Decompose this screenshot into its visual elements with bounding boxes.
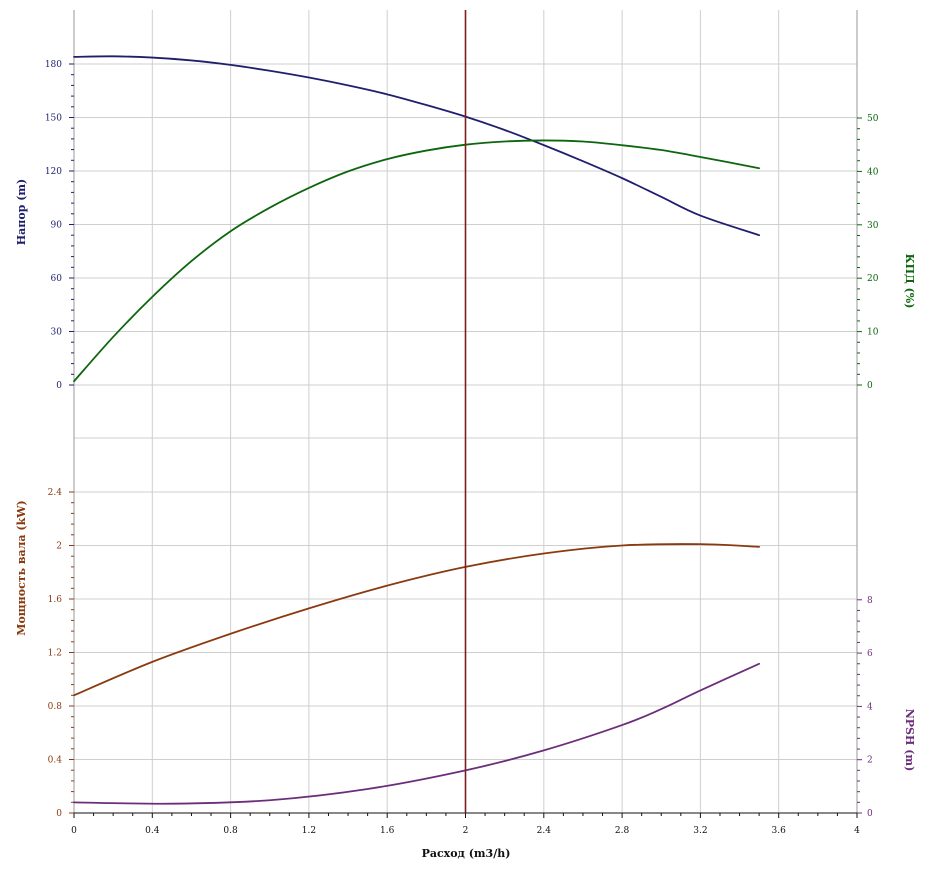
npsh-axis-title: NPSH (m)	[903, 709, 916, 772]
right-tick-label: 50	[867, 114, 879, 124]
left-tick-label: 120	[45, 167, 62, 177]
x-tick-label: 4	[854, 826, 860, 836]
tick-labels: 0 0.4 0.8 1.2 1.6 2 2.4 2.8 3.2 3.6 40306090120150…	[45, 60, 879, 836]
left-tick-label: 180	[45, 60, 62, 70]
left-tick-label: 1.2	[48, 649, 62, 659]
x-tick-label: 0.8	[223, 826, 238, 836]
right-tick-label: 30	[867, 221, 879, 231]
left-tick-label: 90	[51, 221, 63, 231]
x-tick-label: 2.8	[615, 826, 630, 836]
left-tick-label: 60	[51, 274, 63, 284]
x-axis-title: Расход (m3/h)	[422, 847, 511, 860]
power-axis-title: Мощность вала (kW)	[15, 500, 28, 635]
x-tick-label: 3.2	[693, 826, 707, 836]
right-tick-label: 10	[867, 328, 879, 338]
left-tick-label: 0	[56, 809, 62, 819]
left-tick-label: 0.8	[48, 702, 63, 712]
left-tick-label: 2.4	[48, 488, 63, 498]
x-tick-label: 0.4	[145, 826, 160, 836]
power-curve	[73, 543, 761, 697]
efficiency-axis-title: КПД (%)	[903, 254, 916, 309]
left-tick-label: 2	[56, 542, 62, 552]
x-tick-label: 1.2	[302, 826, 316, 836]
head-curve	[73, 55, 761, 237]
left-tick-label: 30	[51, 328, 63, 338]
left-tick-label: 150	[45, 114, 62, 124]
x-tick-label: 3.6	[772, 826, 787, 836]
curve-layer	[73, 10, 761, 813]
left-tick-label: 1.6	[48, 595, 63, 605]
npsh-curve	[73, 662, 761, 805]
x-tick-label: 0	[71, 826, 77, 836]
x-tick-label: 1.6	[380, 826, 395, 836]
right-tick-label: 8	[867, 596, 873, 606]
right-tick-label: 2	[867, 756, 873, 766]
right-tick-label: 6	[867, 649, 873, 659]
right-tick-label: 20	[867, 274, 879, 284]
left-tick-label: 0	[56, 381, 62, 391]
head-axis-title: Напор (m)	[15, 179, 28, 245]
efficiency-curve	[73, 139, 761, 383]
left-tick-label: 0.4	[48, 756, 63, 766]
x-tick-label: 2	[463, 826, 469, 836]
right-tick-label: 0	[867, 381, 873, 391]
right-tick-label: 0	[867, 809, 873, 819]
right-tick-label: 4	[867, 702, 873, 712]
x-tick-label: 2.4	[537, 826, 552, 836]
right-tick-label: 40	[867, 167, 879, 177]
